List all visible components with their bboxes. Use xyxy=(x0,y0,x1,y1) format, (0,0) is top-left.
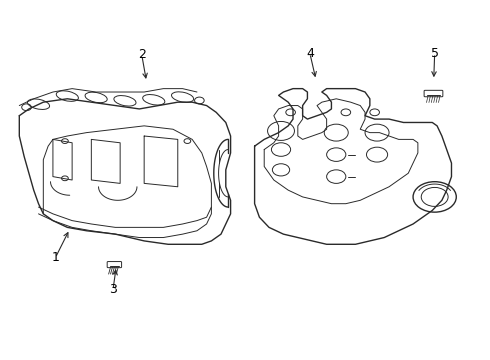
Text: 2: 2 xyxy=(138,48,146,61)
Text: 4: 4 xyxy=(306,46,314,60)
Text: 1: 1 xyxy=(51,251,59,264)
Text: 3: 3 xyxy=(109,283,117,297)
Text: 5: 5 xyxy=(431,46,439,60)
